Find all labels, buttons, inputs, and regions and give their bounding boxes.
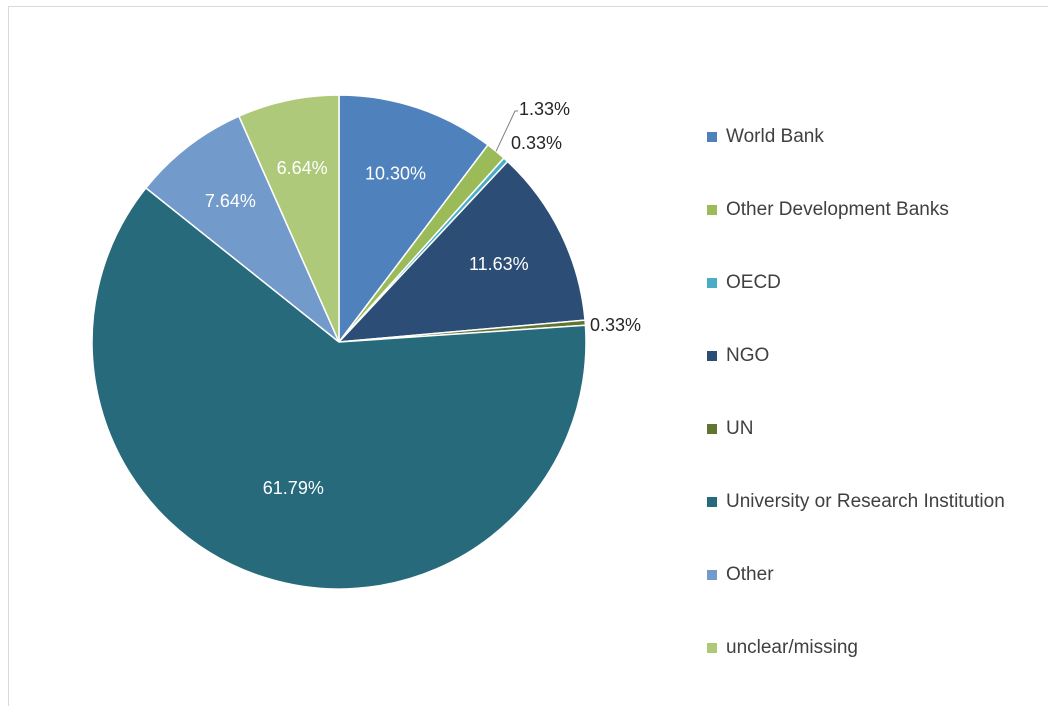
legend-label: University or Research Institution xyxy=(726,491,1005,512)
data-label-ngo: 11.63% xyxy=(469,254,529,274)
legend-swatch xyxy=(707,132,717,142)
legend-item-other: Other xyxy=(707,563,774,587)
leader-lines xyxy=(495,110,518,152)
legend-label: NGO xyxy=(726,345,770,366)
legend-swatch xyxy=(707,278,717,288)
legend-swatch xyxy=(707,570,717,580)
data-label-university-or-research-institution: 61.79% xyxy=(263,478,324,498)
legend-label: OECD xyxy=(726,272,781,293)
pie-slice-other xyxy=(144,115,340,343)
data-labels: 10.30% 1.33% 0.33% 11.63% 0.33% 61.79% 7.64% 6.… xyxy=(205,99,641,498)
legend-item-unclear-missing: unclear/missing xyxy=(707,636,858,660)
legend-swatch xyxy=(707,351,717,361)
data-label-world-bank: 10.30% xyxy=(365,163,426,183)
pie-slice-ngo xyxy=(337,160,586,343)
legend-label: unclear/missing xyxy=(726,637,858,658)
legend-swatch xyxy=(707,643,717,653)
pie-slice-unclear-missing xyxy=(237,94,340,343)
legend-label: Other xyxy=(726,564,774,585)
legend-swatch xyxy=(707,497,717,507)
legend-item-ngo: NGO xyxy=(707,344,769,368)
leader-line-other-development-banks xyxy=(495,110,518,152)
legend-label: World Bank xyxy=(726,126,824,147)
data-label-other: 7.64% xyxy=(205,191,256,211)
pie-chart: 10.30% 1.33% 0.33% 11.63% 0.33% 61.79% 7.64% 6.… xyxy=(91,94,641,590)
data-label-other-development-banks: 1.33% xyxy=(519,99,570,119)
legend-item-other-development-banks: Other Development Banks xyxy=(707,198,949,222)
legend-item-world-bank: World Bank xyxy=(707,125,824,149)
chart-frame: 10.30% 1.33% 0.33% 11.63% 0.33% 61.79% 7.64% 6.… xyxy=(8,6,1048,706)
legend-swatch xyxy=(707,205,717,215)
data-label-un: 0.33% xyxy=(590,315,641,335)
data-label-oecd: 0.33% xyxy=(511,133,562,153)
legend-label: Other Development Banks xyxy=(726,199,949,220)
pie-slice-university-or-research-institution xyxy=(91,186,587,590)
data-label-unclear-missing: 6.64% xyxy=(277,158,328,178)
pie-slices xyxy=(91,94,587,590)
legend-item-un: UN xyxy=(707,417,753,441)
legend-item-university-or-research-institution: University or Research Institution xyxy=(707,490,1005,514)
legend-item-oecd: OECD xyxy=(707,271,781,295)
pie-slice-world-bank xyxy=(338,94,489,345)
legend-label: UN xyxy=(726,418,754,439)
legend-swatch xyxy=(707,424,717,434)
